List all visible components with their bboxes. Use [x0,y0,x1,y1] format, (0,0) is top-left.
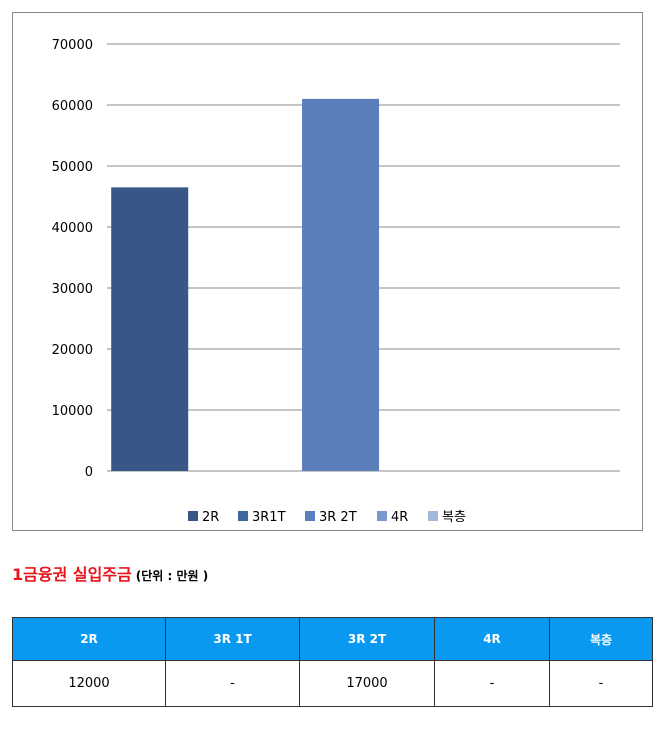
y-tick-label: 50000 [52,160,93,175]
deposit-table: 2R 3R 1T 3R 2T 4R 복층 12000 - 17000 - - [12,617,653,707]
legend-label: 2R [202,510,219,525]
table-header-cell: 4R [434,617,550,661]
table-header-cell: 3R 2T [299,617,435,661]
section-title: 1금융권 실입주금 (단위 : 만원 ) [12,561,208,585]
table-cell: 17000 [299,660,435,707]
y-tick-label: 30000 [52,282,93,297]
legend-swatch [428,511,438,521]
section-title-text: 1금융권 실입주금 [12,565,132,584]
table-header-cell: 2R [12,617,166,661]
bar [302,98,380,472]
table-cell: - [549,660,653,707]
table-header-cell: 3R 1T [165,617,300,661]
y-tick-label: 0 [85,465,93,480]
y-tick-label: 10000 [52,404,93,419]
y-tick-label: 40000 [52,221,93,236]
table-cell: - [434,660,550,707]
legend-swatch [188,511,198,521]
table-row: 12000 - 17000 - - [12,660,653,707]
legend-label: 3R 2T [319,510,357,525]
bar [111,187,189,471]
table-cell: - [165,660,300,707]
y-tick-label: 60000 [52,99,93,114]
table-header-row: 2R 3R 1T 3R 2T 4R 복층 [12,617,653,661]
section-unit: (단위 : 만원 ) [135,569,209,583]
legend-label: 3R1T [252,510,286,525]
legend-swatch [305,511,315,521]
y-tick-label: 70000 [52,38,93,53]
table-header-cell: 복층 [549,617,653,661]
legend-label: 복층 [442,510,466,525]
bar-chart: 0 10000 20000 30000 40000 50000 60000 70000 2R 3R… [52,38,620,525]
y-tick-label: 20000 [52,343,93,358]
table-cell: 12000 [12,660,166,707]
legend-label: 4R [391,510,408,525]
legend-swatch [377,511,387,521]
chart-container: 0 10000 20000 30000 40000 50000 60000 70000 2R 3R… [12,12,643,531]
legend-swatch [238,511,248,521]
